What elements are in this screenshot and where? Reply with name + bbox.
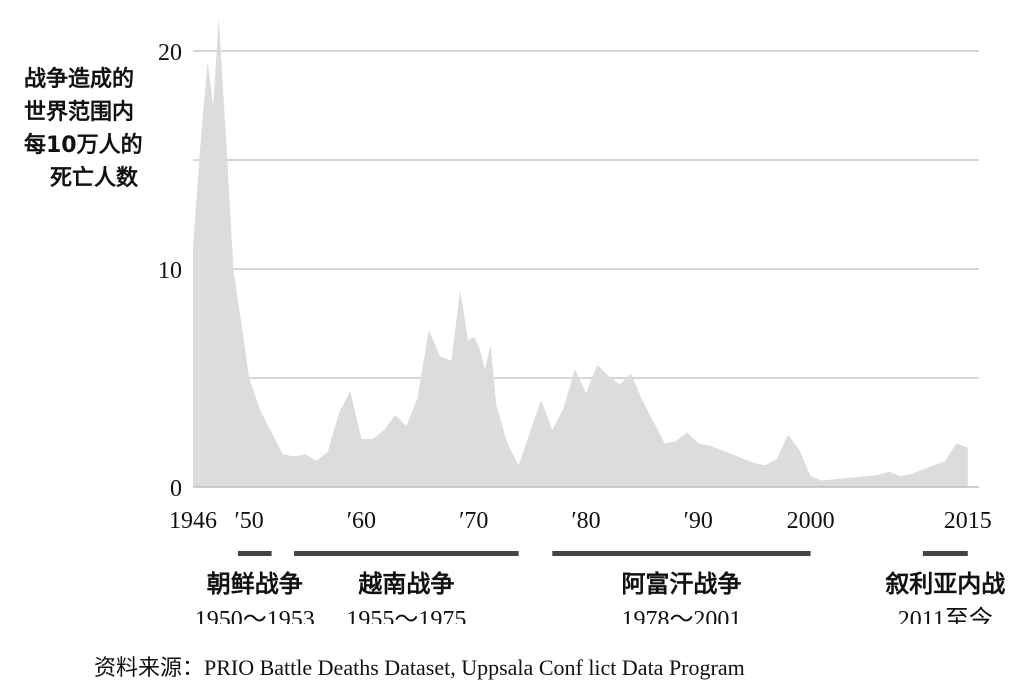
war-years: 1950～1953 (195, 607, 315, 633)
x-tick-label: 2000 (787, 508, 835, 534)
war-bar (294, 551, 519, 556)
y-tick-label: 10 (158, 258, 182, 284)
war-years: 1955～1975 (346, 607, 466, 633)
war-years: 2011至今 (898, 606, 993, 633)
y-label-line: 世界范围内 (24, 100, 134, 125)
area-series (193, 18, 968, 488)
war-bar (552, 551, 811, 556)
x-tick-label: 1946 (169, 508, 217, 534)
war-name: 越南战争 (358, 570, 454, 598)
war-years: 1978～2001 (621, 607, 741, 633)
war-name: 阿富汗战争 (621, 570, 741, 598)
war-bar (922, 551, 968, 556)
gridlines (193, 50, 979, 379)
x-tick-labels: 1946 ′50 ′60 ′70 ′80 ′90 2000 2015 (169, 508, 992, 534)
x-tick-label: ′80 (571, 508, 600, 534)
war-name: 朝鲜战争 (207, 570, 303, 598)
source-note: 资料来源：PRIO Battle Deaths Dataset, Uppsala… (94, 655, 745, 680)
x-tick-label: ′60 (347, 508, 376, 534)
x-tick-label: ′50 (235, 508, 264, 534)
y-label-line: 每10万人的 (24, 132, 143, 158)
y-tick-label: 0 (170, 476, 182, 502)
x-tick-label: ′90 (684, 508, 713, 534)
y-tick-label: 20 (158, 40, 182, 66)
x-tick-label: ′70 (459, 508, 488, 534)
y-label-line: 死亡人数 (50, 165, 139, 191)
y-label-line: 战争造成的 (24, 66, 134, 92)
war-bar (237, 551, 272, 556)
x-tick-label: 2015 (944, 508, 992, 534)
area-fill (193, 18, 968, 488)
war-annotations: 朝鲜战争 1950～1953 越南战争 1955～1975 阿富汗战争 1978～2001… (195, 551, 1005, 633)
war-name: 叙利亚内战 (885, 570, 1005, 598)
y-tick-labels: 0 10 20 (158, 40, 182, 502)
